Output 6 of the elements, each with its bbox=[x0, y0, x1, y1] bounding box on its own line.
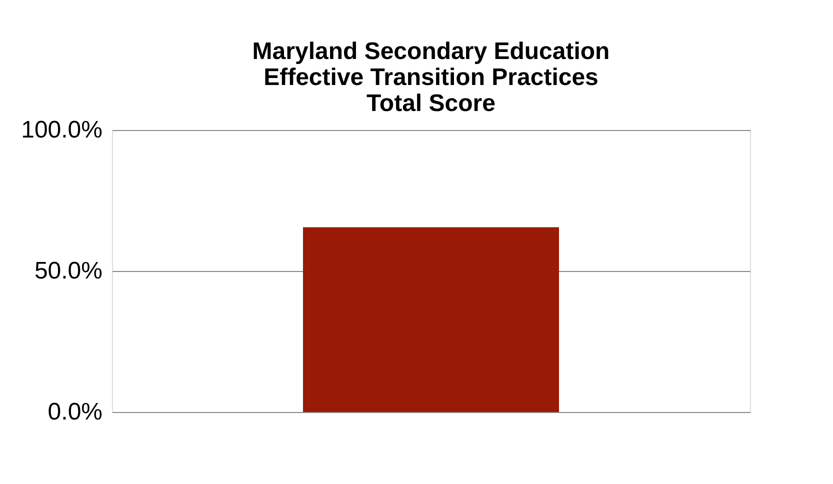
y-tick-label: 100.0% bbox=[21, 116, 102, 144]
y-tick-label: 0.0% bbox=[48, 398, 102, 426]
text: Effective Transition Practices bbox=[264, 64, 598, 91]
y-tick-label: 50.0% bbox=[34, 258, 102, 284]
text: Maryland Secondary Education bbox=[252, 38, 610, 65]
text: Total Score bbox=[366, 90, 496, 117]
